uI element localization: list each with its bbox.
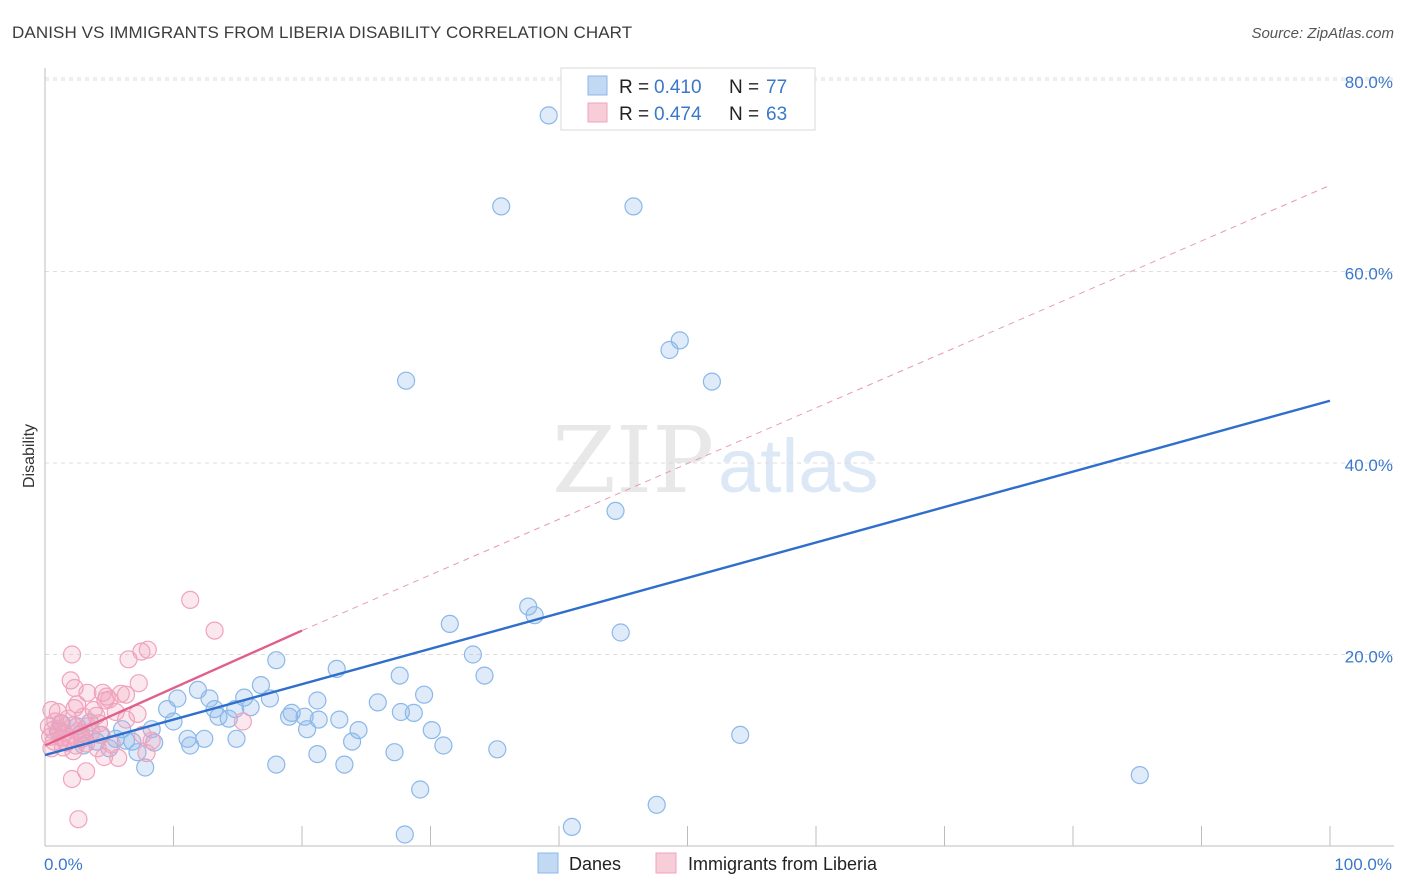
point-danes-17 [251, 675, 270, 695]
x-axis-ticks [173, 826, 1331, 846]
point-liberia-31 [51, 714, 70, 733]
point-liberia-52 [94, 747, 114, 767]
trend-line-danes [44, 399, 1331, 757]
point-danes-59 [267, 755, 286, 774]
point-danes-24 [368, 693, 387, 712]
legend-swatch-danes [537, 852, 559, 874]
stats-r-value-liberia: 0.474 [654, 104, 702, 125]
point-danes-10 [611, 623, 630, 642]
point-danes-39 [349, 720, 368, 740]
trend-extension-liberia [301, 184, 1331, 632]
point-liberia-1 [205, 621, 224, 640]
point-danes-6 [702, 372, 722, 391]
legend-swatch-liberia [655, 852, 677, 874]
point-danes-56 [308, 744, 327, 764]
y-axis-tick-labels: 20.0% 40.0% 60.0% 80.0% [1345, 73, 1393, 667]
point-danes-61 [136, 758, 155, 777]
watermark: ZIP atlas [552, 407, 879, 514]
point-liberia-60 [69, 810, 88, 829]
point-danes-62 [411, 780, 430, 799]
point-danes-43 [422, 720, 441, 740]
point-liberia-14 [78, 683, 97, 702]
chart-title: DANISH VS IMMIGRANTS FROM LIBERIA DISABI… [12, 23, 633, 42]
point-liberia-57 [142, 731, 161, 750]
point-danes-16 [475, 666, 494, 685]
point-danes-2 [624, 197, 643, 216]
trend-line-liberia [44, 629, 303, 747]
point-danes-38 [330, 710, 349, 729]
point-danes-52 [123, 732, 142, 751]
point-danes-60 [335, 755, 354, 774]
point-liberia-27 [116, 710, 136, 729]
point-danes-35 [219, 709, 238, 728]
point-danes-36 [280, 707, 299, 726]
point-danes-76 [434, 736, 453, 755]
point-danes-57 [385, 743, 404, 762]
y-tick-label-60: 60.0% [1345, 265, 1393, 284]
point-danes-7 [606, 501, 625, 520]
point-liberia-5 [62, 645, 82, 664]
point-danes-46 [227, 729, 246, 748]
point-liberia-59 [62, 769, 82, 789]
point-liberia-62 [71, 724, 91, 744]
point-liberia-53 [109, 748, 128, 768]
watermark-atlas-text: atlas [718, 424, 879, 509]
point-liberia-12 [116, 685, 136, 704]
y-tick-label-20: 20.0% [1345, 648, 1393, 667]
point-danes-65 [562, 817, 582, 837]
point-danes-20 [200, 689, 219, 708]
point-danes-3 [397, 371, 416, 390]
point-danes-49 [181, 736, 200, 755]
stats-n-label-danes: N = [729, 77, 759, 98]
trend-lines [44, 184, 1331, 757]
point-danes-1 [492, 197, 511, 216]
point-danes-23 [308, 691, 327, 710]
point-liberia-55 [233, 712, 252, 731]
point-liberia-58 [76, 762, 96, 781]
stats-legend: R = 0.410 N = 77 R = 0.474 N = 63 [560, 67, 816, 131]
point-danes-58 [488, 740, 507, 759]
point-danes-25 [415, 685, 434, 704]
stats-n-value-liberia: 63 [766, 104, 787, 125]
point-danes-42 [298, 720, 317, 739]
point-danes-26 [391, 702, 410, 722]
point-danes-13 [267, 651, 286, 670]
point-danes-12 [463, 645, 482, 664]
point-liberia-4 [119, 650, 138, 669]
chart-source: Source: ZipAtlas.com [1251, 25, 1394, 42]
x-tick-label-0: 0.0% [44, 855, 83, 874]
point-liberia-56 [133, 725, 152, 745]
legend-label-danes: Danes [569, 854, 621, 874]
point-danes-47 [343, 732, 362, 751]
y-tick-label-80: 80.0% [1345, 73, 1393, 92]
point-danes-11 [440, 614, 459, 634]
point-danes-0 [539, 106, 558, 125]
stats-n-label-liberia: N = [729, 104, 759, 125]
point-danes-63 [647, 795, 666, 814]
y-tick-label-40: 40.0% [1345, 456, 1393, 475]
stats-r-label-liberia: R = [619, 104, 649, 125]
point-liberia-7 [129, 674, 148, 693]
point-liberia-2 [138, 640, 157, 659]
stats-r-label-danes: R = [619, 77, 649, 98]
bottom-legend: Danes Immigrants from Liberia [537, 852, 878, 874]
point-liberia-0 [181, 590, 200, 610]
series-liberia [39, 590, 252, 829]
point-liberia-17 [111, 684, 130, 703]
stats-r-value-danes: 0.410 [654, 77, 702, 98]
point-danes-27 [404, 703, 423, 723]
point-danes-64 [395, 825, 414, 844]
point-danes-5 [670, 331, 689, 350]
x-tick-label-100: 100.0% [1334, 855, 1392, 874]
stats-swatch-liberia [587, 102, 608, 123]
stats-swatch-danes [587, 75, 608, 96]
watermark-zip-text: ZIP [552, 407, 714, 514]
y-axis-label: Disability [21, 424, 38, 488]
legend-label-liberia: Immigrants from Liberia [688, 854, 878, 874]
point-danes-66 [731, 725, 750, 745]
stats-n-value-danes: 77 [766, 77, 787, 98]
point-danes-15 [390, 666, 409, 685]
point-danes-67 [1130, 765, 1149, 785]
